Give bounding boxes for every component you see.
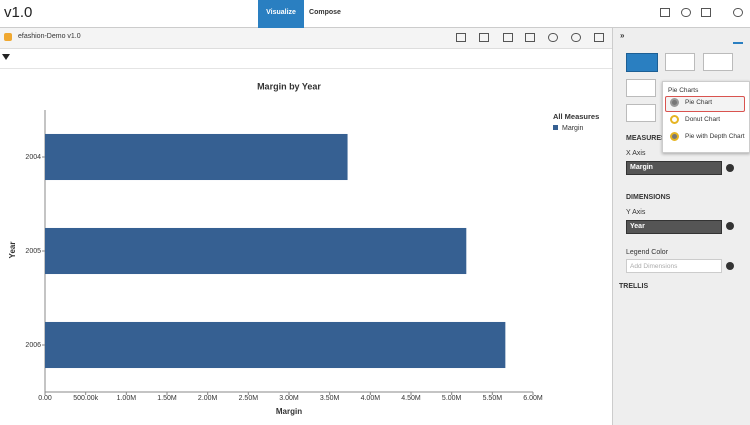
refresh-icon[interactable] [548,33,558,42]
chart: Margin by Year Margin Year All Measures … [8,81,599,416]
menu-item-icon[interactable] [670,98,679,107]
dimension-pill[interactable]: Year [626,220,722,234]
share-icon[interactable] [681,8,691,17]
panel-tab-icon[interactable] [733,33,743,44]
menu-item[interactable]: Pie with Depth Chart [685,133,745,140]
menu-item[interactable]: Pie Chart [685,99,713,106]
trellis-title[interactable]: TRELLIS [619,283,649,290]
menu-item-icon[interactable] [670,115,679,124]
top-bar [0,0,750,28]
x-tick-label: 3.00M [279,395,299,402]
tool-icon[interactable] [503,33,513,42]
menu-title: Pie Charts [668,87,699,94]
bar [45,321,506,369]
pie-chart-button[interactable] [703,53,733,71]
x-tick-label: 1.50M [157,395,177,402]
add-button[interactable] [726,222,734,230]
y-tick-label: 2004 [25,154,41,161]
tab[interactable]: Visualize [266,9,296,16]
y-axis-title: Year [8,242,17,259]
x-axis-title: Margin [276,407,302,416]
fullscreen-icon[interactable] [594,33,604,42]
tab-active-bg[interactable] [258,0,304,28]
x-tick-label: 2.00M [198,395,218,402]
x-tick-label: 500.00k [73,395,98,402]
divider [0,68,612,69]
x-tick-label: 3.50M [320,395,340,402]
x-tick-label: 4.00M [361,395,381,402]
chart-title: Margin by Year [257,81,321,91]
filter-icon[interactable] [2,54,10,60]
add-button[interactable] [726,164,734,172]
section-title: DIMENSIONS [626,194,671,201]
x-tick-label: 0.00 [38,395,52,402]
legend-title: All Measures [553,112,599,121]
doc-toolbar [0,28,612,49]
x-tick-label: 5.50M [483,395,503,402]
bar [45,227,467,275]
x-tick-label: 5.00M [442,395,462,402]
export-icon[interactable] [701,8,711,17]
legend-swatch [553,125,558,130]
save-icon[interactable] [660,8,670,17]
doc-icon [4,33,12,41]
app-version: v1.0 [4,4,33,21]
chart-type-button[interactable] [626,79,656,97]
dimension-input[interactable]: Add Dimensions [626,259,722,273]
legend-color-label: Legend Color [626,249,669,256]
table-button[interactable] [626,104,656,122]
help-icon[interactable] [733,8,743,17]
bar [45,133,348,181]
section-title: MEASURES [626,135,666,142]
line-chart-button[interactable] [665,53,695,71]
legend-label: Margin [562,125,584,132]
tool-icon[interactable] [525,33,535,42]
axis-label: Y Axis [626,209,646,216]
add-button[interactable] [726,262,734,270]
settings-icon[interactable] [571,33,581,42]
menu-selection[interactable] [665,96,745,112]
measure-pill[interactable]: Margin [626,161,722,175]
x-tick-label: 6.00M [523,395,543,402]
chart-menu: Pie Charts Pie Chart Donut Chart Pie with … [662,81,750,153]
y-tick-label: 2005 [25,248,41,255]
y-tick-label: 2006 [25,342,41,349]
menu-item[interactable]: Donut Chart [685,116,721,123]
tool-icon[interactable] [456,33,466,42]
axis-label: X Axis [626,150,646,157]
doc-name: efashion-Demo v1.0 [18,33,81,40]
tab[interactable]: Compose [309,9,341,16]
tool-icon[interactable] [479,33,489,42]
x-tick-label: 2.50M [239,395,259,402]
bar-chart-button[interactable] [626,53,658,72]
x-tick-label: 1.00M [117,395,137,402]
x-tick-label: 4.50M [401,395,421,402]
menu-item-icon[interactable] [670,132,679,141]
